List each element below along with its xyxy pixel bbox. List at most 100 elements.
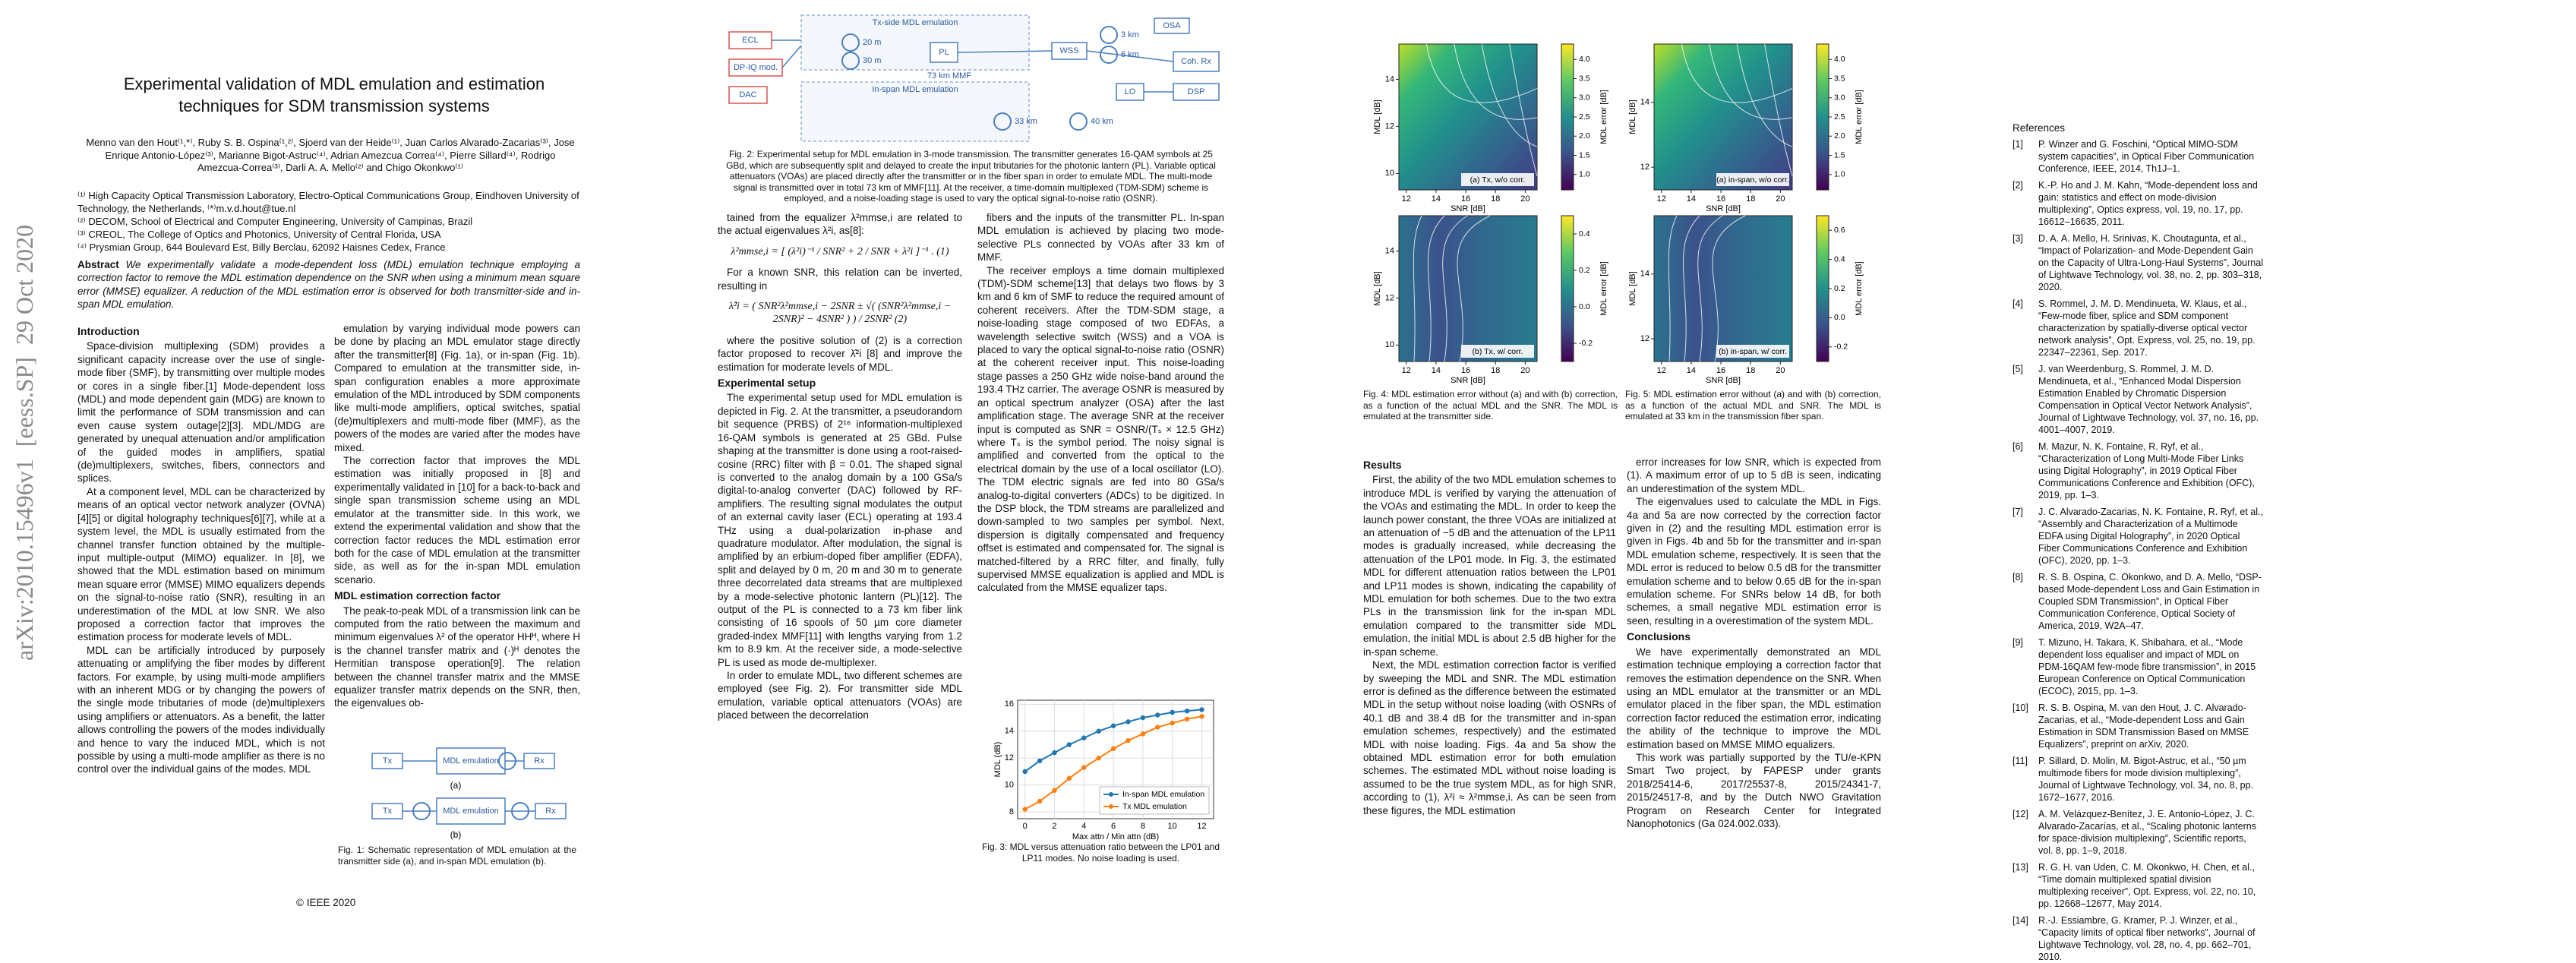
- paragraph: In order to emulate MDL, two different s…: [718, 670, 962, 721]
- data-point: [1170, 709, 1175, 715]
- figure-caption: Fig. 4: MDL estimation error without (a)…: [1363, 389, 1618, 422]
- data-point: [1052, 750, 1057, 756]
- data-point: [1125, 719, 1131, 725]
- reference: [12] A. M. Velázquez-Benítez, J. E. Anton…: [2012, 808, 2263, 857]
- paragraph: At a component level, MDL can be charact…: [77, 485, 325, 643]
- data-point: [1155, 712, 1160, 718]
- heatmap: [1398, 43, 1538, 191]
- emulation-region: [800, 14, 1030, 71]
- colorbar-tick-label: 1.0: [1579, 170, 1590, 179]
- x-tick-label: 16: [1716, 194, 1725, 204]
- reference-text: J. van Weerdenburg, S. Rommel, J. M. D. …: [2038, 364, 2259, 435]
- legend-marker: [1109, 804, 1113, 809]
- heading: Introduction: [77, 325, 140, 337]
- setup-block-label: WSS: [1059, 46, 1078, 55]
- panel-label: (a) in-span, w/o corr.: [1716, 175, 1789, 185]
- y-axis-label: MDL [dB]: [1373, 99, 1382, 134]
- x-tick-label: 6: [1111, 822, 1116, 831]
- contour-line: [1709, 43, 1793, 120]
- data-point: [1066, 775, 1072, 781]
- x-tick-label: 18: [1746, 194, 1755, 204]
- x-tick-label: 10: [1168, 822, 1177, 831]
- reference: [3] D. A. A. Mello, H. Srinivas, K. Chout…: [2012, 232, 2263, 293]
- paragraph: The peak-to-peak MDL of a transmission l…: [334, 605, 580, 709]
- y-axis-label: MDL [dB]: [1628, 271, 1637, 305]
- paragraph: tained from the equalizer λ²mmse,i are r…: [718, 212, 962, 237]
- data-point: [1140, 731, 1146, 737]
- colorbar-tick-label: 1.0: [1834, 170, 1845, 179]
- data-point: [1184, 708, 1190, 714]
- x-tick-label: 20: [1520, 366, 1530, 375]
- reference-number: [2]: [2012, 180, 2023, 191]
- x-axis-label: SNR [dB]: [1451, 376, 1485, 385]
- colorbar-label: MDL error [dB]: [1855, 261, 1864, 316]
- legend-label: In-span MDL emulation: [1122, 790, 1204, 799]
- figure-caption: Fig. 3: MDL versus attenuation ratio bet…: [981, 841, 1220, 864]
- contour-line: [1712, 215, 1746, 362]
- colorbar-tick-label: 2.0: [1834, 131, 1845, 141]
- x-tick-label: 8: [1141, 822, 1145, 831]
- reference: [11] P. Sillard, D. Molin, M. Bigot-Astru…: [2012, 755, 2263, 804]
- heading: Experimental setup: [718, 377, 816, 390]
- setup-block-label: DP-IQ mod.: [734, 63, 778, 72]
- y-tick-label: 12: [1640, 334, 1649, 343]
- data-point: [1081, 765, 1087, 770]
- equation: λ²mmse,i = [ (λ²i)⁻¹ / SNR² + 2 / SNR + …: [731, 245, 949, 257]
- contour-line: [1764, 43, 1793, 176]
- reference-text: R. S. B. Ospina, C. Okonkwo, and D. A. M…: [2038, 572, 2262, 631]
- y-tick-label: 12: [1385, 122, 1394, 131]
- emulator-block: [436, 747, 506, 775]
- setup-label: Tx-side MDL emulation: [873, 18, 958, 27]
- data-point: [1096, 756, 1101, 761]
- y-tick-label: 14: [1005, 727, 1014, 736]
- data-point: [1199, 714, 1204, 719]
- paragraph: Space-division multiplexing (SDM) provid…: [77, 340, 325, 485]
- setup-block-label: PL: [939, 48, 949, 57]
- data-point: [1184, 716, 1190, 722]
- data-point: [1052, 788, 1057, 793]
- colorbar: [1561, 215, 1574, 362]
- data-point: [1022, 807, 1028, 812]
- affiliation: ⁽¹⁾ High Capacity Optical Transmission L…: [77, 190, 579, 214]
- text-column: Introduction Space-division multiplexing …: [77, 322, 325, 876]
- setup-block-label: OSA: [1163, 21, 1181, 30]
- contour-line: [1509, 43, 1538, 176]
- affiliation: ⁽³⁾ CREOL, The College of Optics and Pho…: [77, 229, 441, 240]
- reference-text: K.-P. Ho and J. M. Kahn, “Mode-dependent…: [2038, 180, 2258, 227]
- colorbar-tick-label: 3.5: [1834, 74, 1845, 83]
- paragraph: MDL can be artificially introduced by pu…: [77, 644, 325, 775]
- text-column: error increases for low SNR, which is ex…: [1627, 456, 1881, 881]
- y-tick-label: 14: [1640, 270, 1649, 279]
- legend-marker: [1109, 792, 1113, 797]
- label-box: [1716, 345, 1789, 358]
- reference: [4] S. Rommel, J. M. D. Mendinueta, W. Kl…: [2012, 298, 2263, 358]
- setup-block-label: DAC: [739, 90, 756, 99]
- abstract-label: Abstract: [77, 259, 119, 270]
- colorbar-tick-label: 3.0: [1579, 93, 1590, 103]
- tx-block: [371, 803, 403, 819]
- paragraph: The eigenvalues used to calculate the MD…: [1627, 496, 1881, 627]
- colorbar-tick-label: -0.2: [1579, 339, 1593, 348]
- reference: [14] R.-J. Essiambre, G. Kramer, P. J. Wi…: [2012, 914, 2263, 963]
- text-column: fibers and the inputs of the transmitter…: [977, 211, 1224, 697]
- setup-label: 30 m: [863, 56, 881, 65]
- setup-block: [728, 58, 783, 77]
- reference-text: D. A. A. Mello, H. Srinivas, K. Choutagu…: [2038, 233, 2263, 292]
- text-column: tained from the equalizer λ²mmse,i are r…: [718, 211, 962, 879]
- x-tick-label: 14: [1687, 194, 1696, 204]
- setup-label: 73 km MMF: [927, 71, 971, 81]
- emulator-block: [436, 797, 506, 825]
- colorbar-tick-label: 2.5: [1579, 112, 1590, 122]
- page-body: Tx MDL emulation Rx (a) Tx MDL emulation Rx (b)…: [11, 14, 2263, 962]
- setup-block: [728, 31, 772, 49]
- paragraph: The correction factor that improves the …: [334, 455, 580, 586]
- x-tick-label: 20: [1776, 366, 1785, 375]
- colorbar-label: MDL error [dB]: [1599, 261, 1608, 316]
- fiber-spool: [1100, 26, 1118, 44]
- data-point: [1081, 735, 1087, 740]
- colorbar-tick-label: 0.0: [1579, 302, 1590, 311]
- data-point: [1199, 707, 1204, 712]
- fiber-spool: [841, 33, 860, 52]
- data-point: [1110, 746, 1116, 752]
- data-point: [1155, 725, 1160, 730]
